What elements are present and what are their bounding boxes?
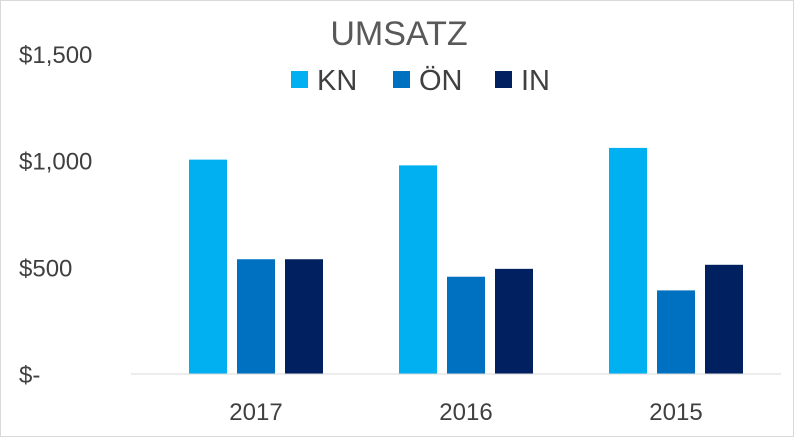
bar-in-2015: [705, 264, 743, 374]
legend-swatch: [495, 71, 512, 88]
y-tick-label: $500: [19, 255, 72, 282]
legend-swatch: [393, 71, 410, 88]
y-tick-label: $1,500: [19, 42, 92, 69]
x-tick-label: 2017: [229, 399, 282, 426]
bar-in-2016: [495, 268, 533, 374]
bar-oen-2015: [657, 290, 695, 374]
y-tick-label: $1,000: [19, 149, 92, 176]
legend-swatch: [291, 71, 308, 88]
bars: [189, 147, 743, 374]
legend-label: ÖN: [419, 65, 463, 97]
y-axis: $- $500 $1,000 $1,500: [19, 42, 92, 389]
x-axis: 2017 2016 2015: [229, 399, 702, 426]
bar-kn-2016: [399, 165, 437, 374]
y-tick-label: $-: [19, 362, 40, 389]
x-tick-label: 2016: [439, 399, 492, 426]
bar-in-2017: [285, 259, 323, 374]
bar-oen-2017: [237, 259, 275, 374]
bar-kn-2017: [189, 159, 227, 374]
bar-oen-2016: [447, 276, 485, 374]
x-tick-label: 2015: [649, 399, 702, 426]
chart-title: UMSATZ: [330, 15, 467, 53]
legend: KN ÖN IN: [291, 65, 550, 97]
legend-label: IN: [521, 65, 550, 97]
legend-label: KN: [317, 65, 357, 97]
bar-kn-2015: [609, 147, 647, 374]
